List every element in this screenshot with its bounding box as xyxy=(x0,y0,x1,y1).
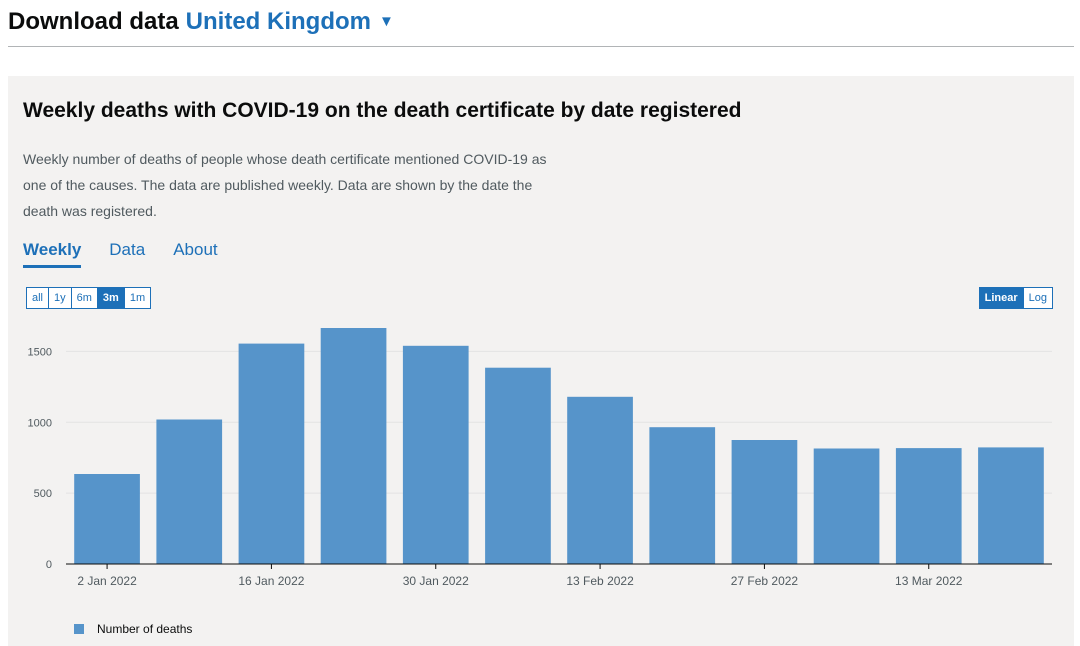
x-tick-label: 13 Feb 2022 xyxy=(566,574,634,588)
time-range-selector: all 1y 6m 3m 1m xyxy=(26,287,152,309)
range-6m-button[interactable]: 6m xyxy=(70,288,97,308)
bar[interactable] xyxy=(74,474,140,564)
tab-about[interactable]: About xyxy=(173,240,218,259)
bar[interactable] xyxy=(156,419,223,565)
y-tick-label: 1500 xyxy=(28,346,52,358)
bar-chart: 0 500 1000 1500 2 Jan 2022 16 Jan 2022 30 Jan… xyxy=(28,328,1052,588)
bar[interactable] xyxy=(567,396,633,564)
log-scale-button[interactable]: Log xyxy=(1022,288,1052,308)
bar[interactable] xyxy=(649,427,716,564)
bar[interactable] xyxy=(978,447,1044,564)
y-tick-label: 500 xyxy=(34,488,52,500)
x-tick-label: 27 Feb 2022 xyxy=(731,574,799,588)
x-tick-label: 2 Jan 2022 xyxy=(77,574,137,588)
chart-card: Weekly deaths with COVID-19 on the death… xyxy=(8,76,1074,646)
y-tick-label: 1000 xyxy=(28,417,52,429)
download-data-title: Download data United Kingdom ▼ xyxy=(8,8,1074,36)
legend-swatch xyxy=(74,624,84,634)
range-1m-button[interactable]: 1m xyxy=(123,288,151,308)
chart-description: Weekly number of deaths of people whose … xyxy=(23,151,547,219)
tab-data[interactable]: Data xyxy=(109,240,146,259)
tab-weekly[interactable]: Weekly xyxy=(23,240,82,268)
bar[interactable] xyxy=(485,367,551,564)
bar[interactable] xyxy=(402,345,469,564)
download-data-label: Download data xyxy=(8,8,179,35)
bar[interactable] xyxy=(731,440,798,564)
x-tick-label: 30 Jan 2022 xyxy=(403,574,469,588)
range-1y-button[interactable]: 1y xyxy=(48,288,71,308)
chart-title: Weekly deaths with COVID-19 on the death… xyxy=(23,99,742,122)
chevron-down-icon[interactable]: ▼ xyxy=(378,13,394,30)
region-selector[interactable]: United Kingdom xyxy=(185,8,371,35)
bar[interactable] xyxy=(238,343,305,564)
scale-selector: Linear Log xyxy=(978,287,1053,309)
x-tick-label: 13 Mar 2022 xyxy=(895,574,963,588)
chart-tabs: Weekly Data About xyxy=(23,240,246,268)
linear-scale-button[interactable]: Linear xyxy=(979,288,1023,308)
y-axis-ticks: 0 500 1000 1500 xyxy=(28,346,52,571)
page-header: Download data United Kingdom ▼ xyxy=(8,8,1074,47)
chart-gridlines xyxy=(66,350,1052,494)
x-tick-label: 16 Jan 2022 xyxy=(238,574,304,588)
x-axis-ticks: 2 Jan 2022 16 Jan 2022 30 Jan 2022 13 Feb 2… xyxy=(77,564,963,588)
legend-label: Number of deaths xyxy=(97,622,193,636)
chart-bars xyxy=(74,328,1044,564)
chart-legend: Number of deaths xyxy=(74,622,192,636)
bar[interactable] xyxy=(895,448,962,564)
bar[interactable] xyxy=(813,448,880,565)
y-tick-label: 0 xyxy=(46,559,52,571)
bar[interactable] xyxy=(320,328,387,564)
range-all-button[interactable]: all xyxy=(27,288,49,308)
range-3m-button[interactable]: 3m xyxy=(96,288,124,308)
